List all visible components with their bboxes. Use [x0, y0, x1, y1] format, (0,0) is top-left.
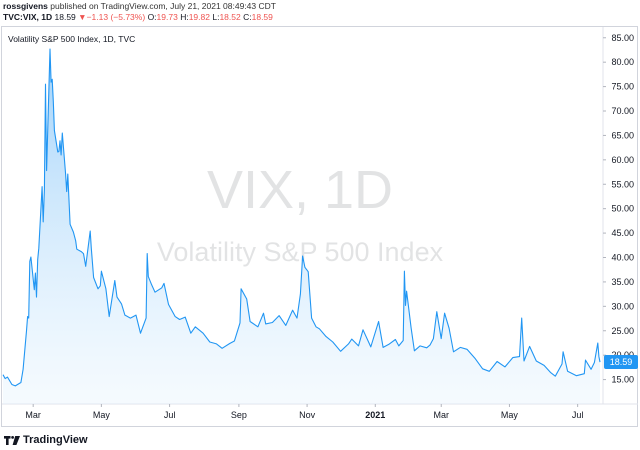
y-tick-label: 30.00	[611, 301, 634, 311]
y-tick-label: 15.00	[611, 375, 634, 385]
footer: TradingView	[0, 428, 640, 450]
y-tick-label: 80.00	[611, 57, 634, 67]
time-axis[interactable]: Mar May Jul Sep Nov 2021 Mar May Jul	[25, 404, 583, 420]
publish-text: published on TradingView.com, July 21, 2…	[50, 1, 276, 11]
y-tick-label: 65.00	[611, 130, 634, 140]
high-label: H:	[180, 12, 189, 22]
price-change: −1.13 (−5.73%)	[86, 12, 146, 22]
y-tick-label: 50.00	[611, 204, 634, 214]
series-line	[2, 48, 601, 387]
y-tick-label: 45.00	[611, 228, 634, 238]
x-tick-label: Sep	[231, 410, 247, 420]
x-tick-label: Jul	[572, 410, 584, 420]
last-price-tag: 18.59	[604, 355, 638, 370]
author-name: rossgivens	[3, 1, 48, 11]
low-value: 18.52	[219, 12, 241, 22]
price-axis[interactable]: 15.0020.0025.0030.0035.0040.0045.0050.00…	[603, 33, 634, 385]
high-value: 19.82	[188, 12, 210, 22]
x-tick-label: May	[93, 410, 111, 420]
open-value: 19.73	[156, 12, 178, 22]
y-tick-label: 60.00	[611, 155, 634, 165]
open-label: O:	[147, 12, 157, 22]
y-tick-label: 55.00	[611, 179, 634, 189]
y-tick-label: 85.00	[611, 33, 634, 43]
y-tick-label: 75.00	[611, 82, 634, 92]
chart-legend: Volatility S&P 500 Index, 1D, TVC	[8, 34, 136, 44]
down-arrow-icon: ▼	[78, 12, 87, 22]
tradingview-logo[interactable]: TradingView	[4, 434, 88, 446]
y-tick-label: 35.00	[611, 277, 634, 287]
close-label: C:	[243, 12, 252, 22]
tradingview-logo-icon	[4, 435, 20, 445]
watermark-symbol: VIX, 1D	[207, 160, 393, 220]
low-label: L:	[212, 12, 220, 22]
x-tick-label: 2021	[365, 410, 385, 420]
watermark-name: Volatility S&P 500 Index	[157, 237, 444, 267]
last-price: 18.59	[54, 12, 76, 22]
ohlc-header: TVC:VIX, 1D 18.59 ▼−1.13 (−5.73%) O:19.7…	[3, 12, 273, 22]
tradingview-brand: TradingView	[23, 434, 88, 446]
y-tick-label: 40.00	[611, 253, 634, 263]
close-value: 18.59	[251, 12, 273, 22]
x-tick-label: Mar	[433, 410, 449, 420]
y-tick-label: 25.00	[611, 326, 634, 336]
symbol-label: TVC:VIX, 1D	[3, 12, 53, 22]
x-tick-label: May	[501, 410, 519, 420]
y-tick-label: 70.00	[611, 106, 634, 116]
last-price-tag-label: 18.59	[610, 357, 633, 367]
x-tick-label: Jul	[164, 410, 176, 420]
publish-info: rossgivens published on TradingView.com,…	[3, 1, 276, 11]
area-fill	[3, 49, 600, 404]
x-tick-label: Nov	[299, 410, 316, 420]
x-tick-label: Mar	[25, 410, 41, 420]
